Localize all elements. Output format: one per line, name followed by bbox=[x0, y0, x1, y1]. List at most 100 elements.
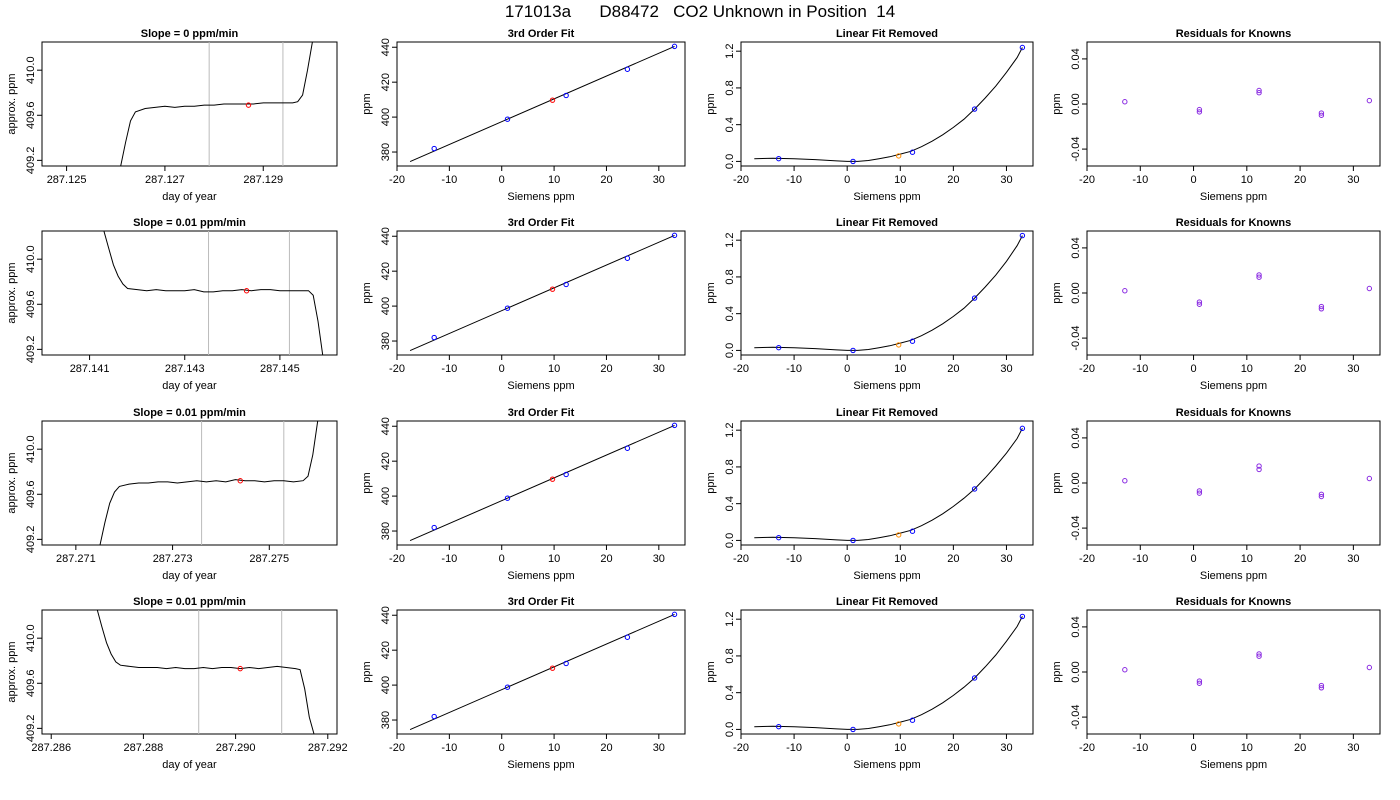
row1-residuals-xtick-label: 0 bbox=[1190, 363, 1196, 375]
row3-timeseries-xtick-label: 287.290 bbox=[216, 742, 256, 754]
row2-residuals-data bbox=[1122, 463, 1373, 500]
row1-timeseries-data bbox=[103, 231, 324, 355]
row0-fit-ytick-label: 380 bbox=[380, 143, 392, 161]
row2-linear-removed-xtick-label: 10 bbox=[894, 553, 906, 565]
row2-linear-removed-ytick-label: 0.0 bbox=[724, 533, 736, 548]
row3-fit-data bbox=[409, 611, 678, 731]
row3-residuals-ytick-label: -0.04 bbox=[1070, 705, 1082, 730]
row0-residuals-xtick-label: 20 bbox=[1294, 174, 1306, 186]
row0-residual-point bbox=[1318, 112, 1325, 118]
row3-linear-removed-ytick-label: 0.4 bbox=[724, 685, 736, 700]
row1-timeseries-panel: Slope = 0.01 ppm/min 287.141 287.143 287.14… bbox=[6, 217, 338, 392]
row3-residuals-xtick-label: 0 bbox=[1190, 742, 1196, 754]
row3-fit-xlabel: Siemens ppm bbox=[507, 759, 574, 771]
row1-residuals-plot-frame bbox=[1086, 230, 1381, 356]
row0-fit-xlabel: Siemens ppm bbox=[507, 191, 574, 203]
row0-timeseries-xtick-label: 287.129 bbox=[243, 174, 283, 186]
row2-linear-removed-known-point bbox=[971, 486, 978, 492]
row1-linear-removed-unknown-point bbox=[895, 342, 902, 348]
row2-fit-xtick-label: 10 bbox=[548, 553, 560, 565]
row0-residual-point bbox=[1256, 90, 1262, 96]
row0-residuals-data bbox=[1122, 87, 1373, 118]
row1-residuals-panel: Residuals for Knowns -20 -10 0 10 20 30 -0.04 0.… bbox=[1051, 217, 1381, 392]
row0-residual-point bbox=[1256, 87, 1262, 94]
row2-residual-point bbox=[1318, 493, 1325, 500]
row3-residuals-panel: Residuals for Knowns -20 -10 0 10 20 30 -0.04 0.… bbox=[1051, 596, 1381, 771]
row3-residual-point bbox=[1256, 653, 1262, 659]
row0-linear-removed-xtick-label: -20 bbox=[733, 174, 749, 186]
row1-linear-removed-known-point bbox=[971, 295, 978, 301]
row1-residual-point bbox=[1318, 306, 1325, 312]
row2-residuals-title: Residuals for Knowns bbox=[1176, 407, 1292, 419]
row2-residual-point bbox=[1196, 490, 1203, 496]
row2-fit-xlabel: Siemens ppm bbox=[507, 570, 574, 582]
row2-fit-known-point bbox=[671, 422, 678, 429]
row2-fit-ytick-label: 400 bbox=[380, 487, 392, 505]
row0-fit-line bbox=[409, 45, 675, 163]
row1-residuals-xtick-label: -10 bbox=[1132, 363, 1148, 375]
row3-residuals-ylabel: ppm bbox=[1051, 661, 1063, 682]
row0-timeseries-plot-frame bbox=[41, 41, 338, 167]
row2-timeseries-ytick-label: 409.6 bbox=[25, 481, 37, 509]
row3-residuals-plot-frame bbox=[1086, 609, 1381, 735]
row1-linear-removed-xtick-label: 10 bbox=[894, 363, 906, 375]
row3-linear-removed-xlabel: Siemens ppm bbox=[853, 759, 920, 771]
row2-linear-removed-xtick-label: -20 bbox=[733, 553, 749, 565]
row0-residuals-ytick-label: 0.00 bbox=[1070, 93, 1082, 114]
row0-timeseries-ytick-label: 409.2 bbox=[25, 147, 37, 175]
row2-residuals-panel: Residuals for Knowns -20 -10 0 10 20 30 -0.04 0.… bbox=[1051, 407, 1381, 582]
row1-linear-removed-known-point bbox=[775, 344, 782, 351]
row3-linear-removed-ytick-label: 1.2 bbox=[724, 612, 736, 627]
row3-timeseries-data bbox=[96, 610, 315, 734]
row1-fit-xlabel: Siemens ppm bbox=[507, 380, 574, 392]
row3-linear-removed-panel: Linear Fit Removed -20 -10 0 10 20 30 0.0 0.4 0.8… bbox=[705, 596, 1034, 771]
row3-residual-point bbox=[1122, 667, 1128, 673]
row1-timeseries-title: Slope = 0.01 ppm/min bbox=[133, 217, 246, 229]
row0-residuals-xtick-label: 30 bbox=[1347, 174, 1359, 186]
row0-linear-removed-data bbox=[754, 44, 1026, 165]
row1-timeseries-marker bbox=[243, 288, 250, 294]
row3-timeseries-xtick-label: 287.288 bbox=[124, 742, 164, 754]
row0-fit-xtick-label: -20 bbox=[389, 174, 405, 186]
row3-timeseries-plot-frame bbox=[41, 609, 338, 735]
row1-residuals-ytick-label: 0.04 bbox=[1070, 237, 1082, 258]
row0-residuals-xtick-label: 0 bbox=[1190, 174, 1196, 186]
row1-linear-removed-known-point bbox=[850, 347, 856, 354]
row0-fit-ytick-label: 400 bbox=[380, 108, 392, 126]
row1-fit-xtick-label: 0 bbox=[499, 363, 505, 375]
row3-timeseries-title: Slope = 0.01 ppm/min bbox=[133, 596, 246, 608]
row2-fit-known-point bbox=[504, 495, 511, 501]
row1-residuals-xlabel: Siemens ppm bbox=[1200, 380, 1267, 392]
row3-timeseries-ylabel: approx. ppm bbox=[6, 641, 18, 702]
row2-residual-point bbox=[1366, 475, 1373, 482]
row0-fit-known-point bbox=[504, 116, 511, 122]
row0-linear-removed-xtick-label: 10 bbox=[894, 174, 906, 186]
row0-residual-point bbox=[1366, 97, 1373, 104]
row2-timeseries-xlabel: day of year bbox=[162, 570, 217, 582]
row3-timeseries-xtick-label: 287.286 bbox=[31, 742, 71, 754]
row2-linear-removed-plot-frame bbox=[740, 420, 1034, 546]
row0-linear-removed-xtick-label: 0 bbox=[844, 174, 850, 186]
row1-fit-ytick-label: 440 bbox=[380, 227, 392, 245]
row1-fit-ylabel: ppm bbox=[361, 282, 373, 303]
row3-timeseries-xlabel: day of year bbox=[162, 759, 217, 771]
row1-linear-removed-panel: Linear Fit Removed -20 -10 0 10 20 30 0.0 0.4 0.8… bbox=[705, 217, 1034, 392]
row0-timeseries-marker bbox=[245, 102, 252, 108]
row3-timeseries-curve bbox=[96, 610, 315, 734]
row3-fit-unknown-point bbox=[549, 665, 556, 671]
row2-fit-xtick-label: -10 bbox=[441, 553, 457, 565]
row0-linear-removed-xtick-label: 30 bbox=[1000, 174, 1012, 186]
row1-linear-removed-ytick-label: 0.4 bbox=[724, 306, 736, 321]
row2-fit-ylabel: ppm bbox=[361, 472, 373, 493]
row0-linear-removed-known-point bbox=[775, 155, 782, 162]
row2-residual-point bbox=[1318, 491, 1325, 497]
row3-linear-removed-ylabel: ppm bbox=[705, 661, 717, 682]
row0-fit-xtick-label: 10 bbox=[548, 174, 560, 186]
row1-linear-removed-xtick-label: 30 bbox=[1000, 363, 1012, 375]
row2-linear-removed-known-point bbox=[909, 528, 916, 534]
row1-linear-removed-data bbox=[754, 232, 1026, 354]
row0-linear-removed-plot-frame bbox=[740, 41, 1034, 167]
row0-timeseries-curve bbox=[120, 42, 313, 166]
row3-residuals-xtick-label: -20 bbox=[1079, 742, 1095, 754]
